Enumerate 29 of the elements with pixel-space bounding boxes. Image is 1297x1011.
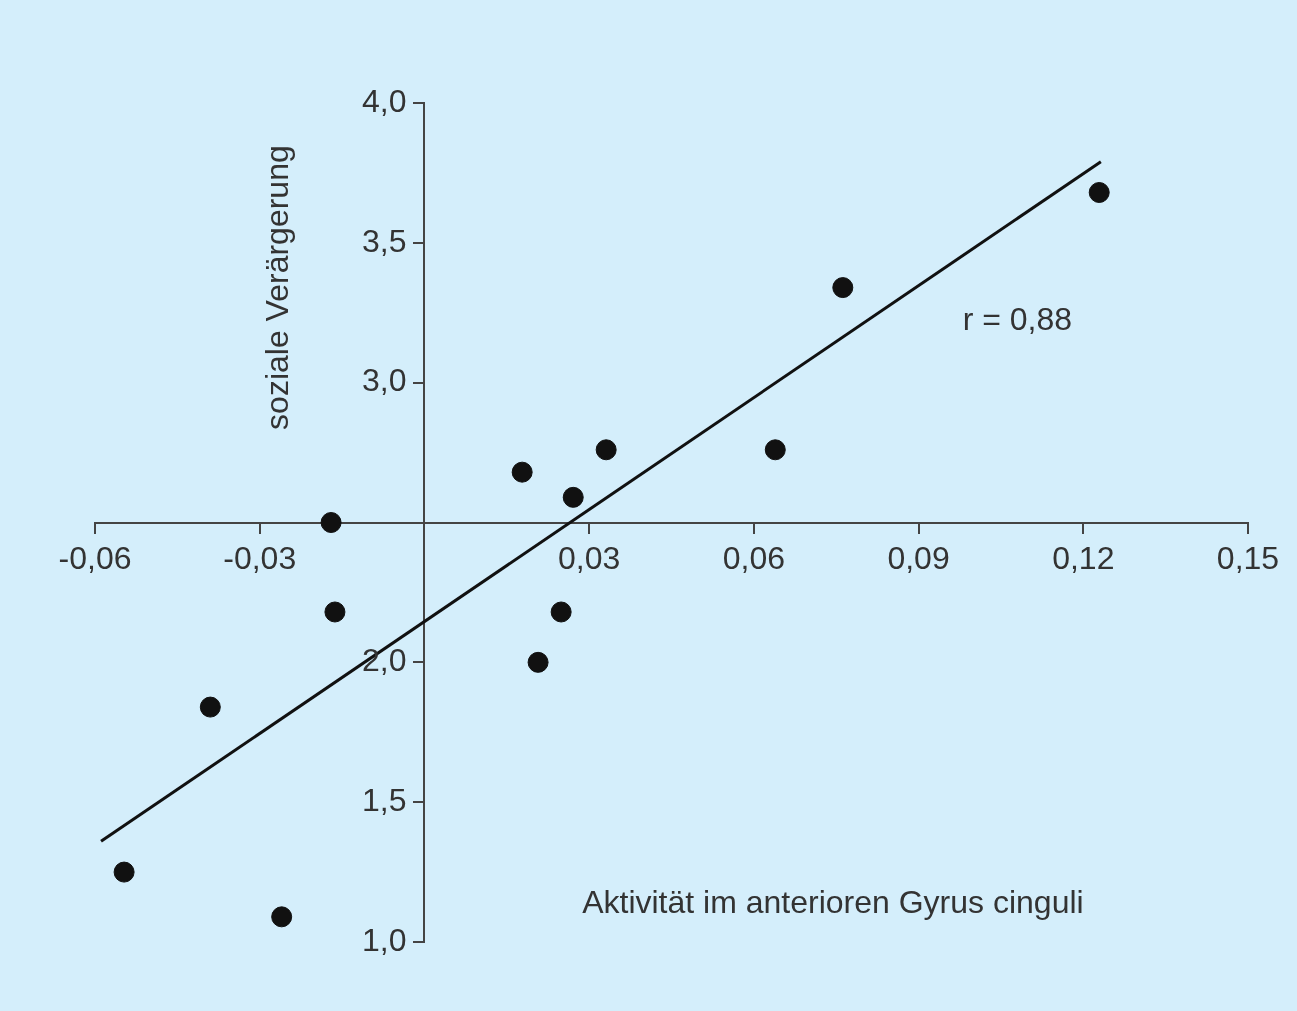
y-tick-label: 1,0 — [361, 921, 407, 958]
x-tick-label: 0,06 — [722, 539, 785, 576]
point — [271, 906, 293, 928]
point — [595, 439, 617, 461]
y-axis-title: soziale Verärgerung — [259, 145, 296, 430]
y-tick-label: 4,0 — [361, 82, 407, 119]
point — [1088, 181, 1110, 203]
point — [511, 461, 533, 483]
x-tick-label: -0,06 — [58, 539, 132, 576]
point — [764, 439, 786, 461]
y-tick-label: 1,5 — [361, 781, 407, 818]
x-axis-title: Aktivität im anterioren Gyrus cinguli — [582, 884, 1084, 921]
annotation: r = 0,88 — [962, 300, 1073, 337]
x-tick-label: -0,03 — [223, 539, 297, 576]
x-tick-label: 0,15 — [1216, 539, 1280, 576]
point — [550, 601, 572, 623]
point — [832, 277, 854, 299]
x-tick-label: 0,03 — [558, 539, 621, 576]
y-tick-label: 2,0 — [361, 642, 407, 679]
point — [113, 861, 135, 883]
y-tick-label: 3,5 — [361, 222, 407, 259]
y-tick-label: 3,0 — [361, 362, 407, 399]
point — [324, 601, 346, 623]
x-tick-label: 0,12 — [1052, 539, 1115, 576]
x-tick-label: 0,09 — [887, 539, 950, 576]
point — [199, 696, 221, 718]
point — [562, 486, 584, 508]
point — [527, 651, 549, 673]
point — [320, 512, 342, 533]
